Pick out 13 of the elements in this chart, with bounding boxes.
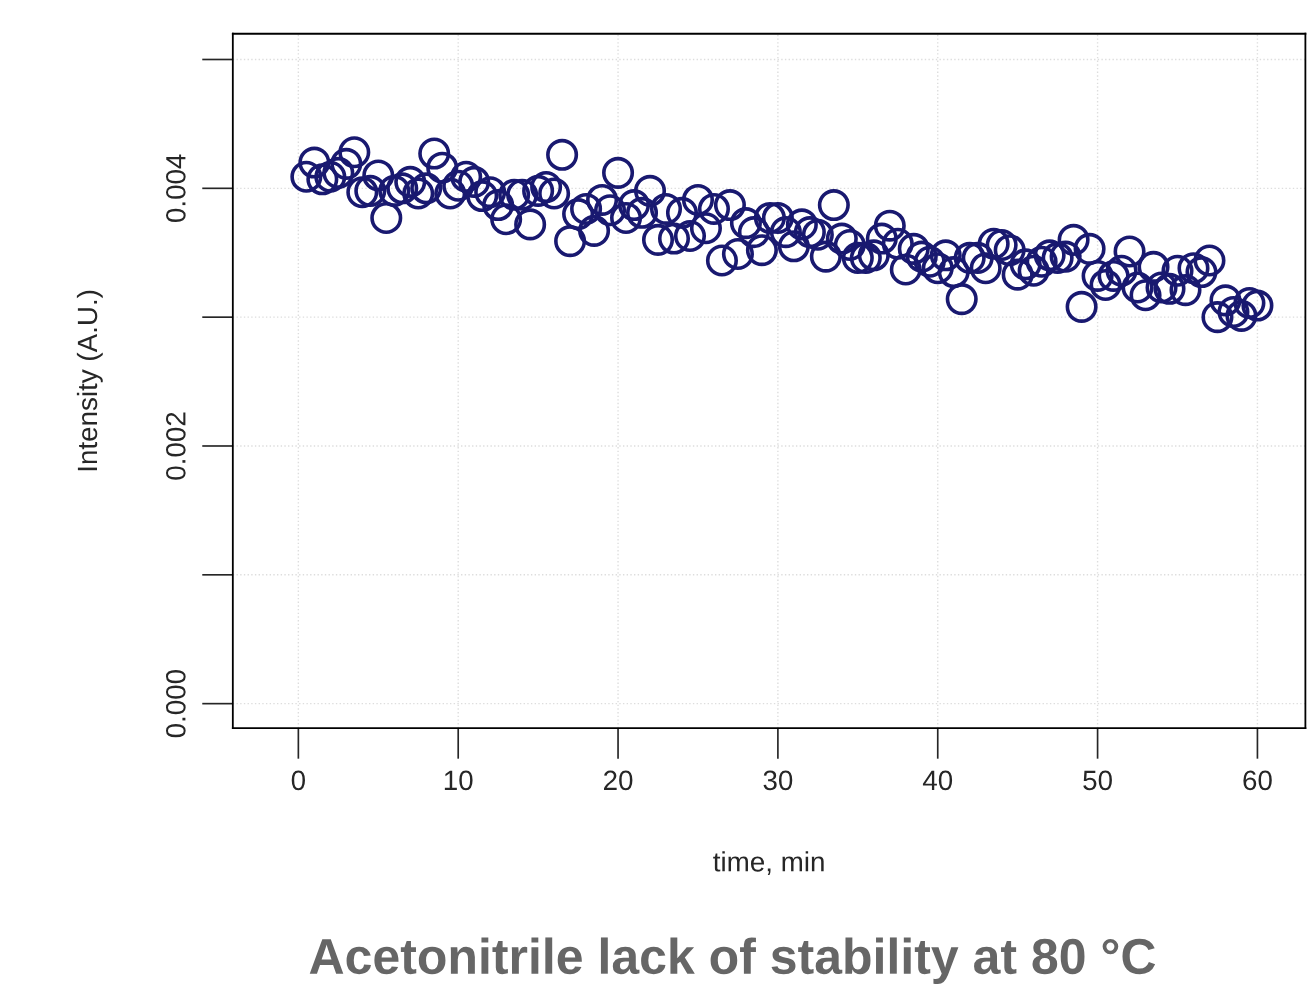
y-tick-label: 0.004 bbox=[166, 154, 186, 222]
x-tick-label: 20 bbox=[604, 770, 633, 791]
x-tick-label: 0 bbox=[291, 770, 305, 791]
x-tick-label: 30 bbox=[763, 770, 793, 791]
x-tick-label: 60 bbox=[1243, 770, 1272, 791]
x-tick-label: 50 bbox=[1083, 770, 1112, 791]
x-axis-title: time, min bbox=[713, 851, 824, 875]
x-tick-label: 40 bbox=[922, 770, 953, 791]
y-tick-label: 0.002 bbox=[166, 412, 186, 480]
text: Acetonitrile lack of stability at 80 °C bbox=[309, 937, 1156, 985]
y-tick-label: 0.000 bbox=[166, 669, 186, 738]
y-axis-title: Intensity (A.U.) bbox=[76, 290, 103, 471]
x-tick-label: 10 bbox=[444, 770, 473, 791]
